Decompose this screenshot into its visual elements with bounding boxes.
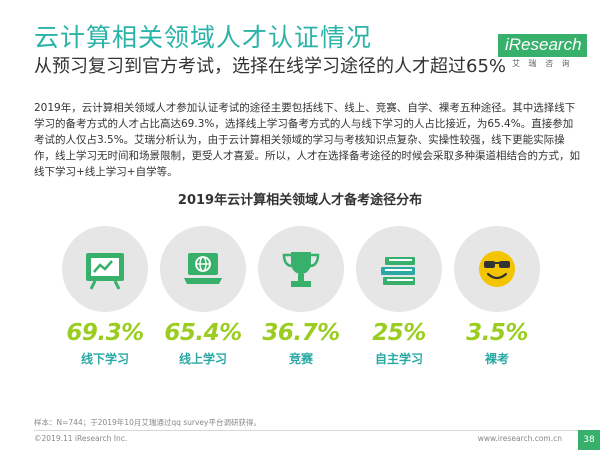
- value-label: 25%: [372, 320, 426, 346]
- page-subtitle: 从预习复习到官方考试，选择在线学习途径的人才超过65%: [34, 56, 507, 77]
- logo-word: Research: [508, 35, 582, 54]
- logo-prefix: i: [505, 35, 509, 54]
- page-title: 云计算相关领域人才认证情况: [34, 23, 373, 52]
- icon-circle: [258, 226, 344, 312]
- value-label: 65.4%: [164, 320, 242, 346]
- iresearch-logo: iResearch 艾 瑞 咨 询: [498, 34, 587, 74]
- smiley-sunglasses-icon: [479, 251, 515, 287]
- website-link[interactable]: www.iresearch.com.cn: [477, 434, 562, 443]
- copyright-text: ©2019.11 iResearch Inc.: [34, 434, 128, 443]
- chart-item-no-prep: 3.5% 裸考: [451, 226, 543, 367]
- chalkboard-icon: [86, 253, 124, 290]
- category-label: 裸考: [484, 352, 509, 366]
- value-label: 36.7%: [262, 320, 340, 346]
- sample-note: 样本：N=744；于2019年10月艾瑞通过qq survey平台调研获得。: [34, 418, 261, 427]
- chart-item-online: 65.4% 线上学习: [157, 226, 249, 367]
- chart-item-offline: 69.3% 线下学习: [59, 226, 151, 367]
- icon-circle: [160, 226, 246, 312]
- laptop-globe-icon: [184, 253, 222, 284]
- book-stack-icon: [381, 257, 415, 285]
- category-label: 自主学习: [374, 352, 423, 366]
- logo-wordmark: iResearch: [498, 34, 587, 57]
- chart-title: 2019年云计算相关领域人才备考途径分布: [177, 193, 423, 208]
- icon-circle: [454, 226, 540, 312]
- value-label: 69.3%: [66, 320, 144, 346]
- trophy-icon: [282, 252, 320, 287]
- icon-circle: [62, 226, 148, 312]
- category-label: 线下学习: [80, 352, 129, 366]
- footer-divider: [34, 430, 580, 431]
- page-number: 38: [578, 430, 600, 450]
- icon-circle: [356, 226, 442, 312]
- chart-item-self-study: 25% 自主学习: [353, 226, 445, 367]
- chart-item-competition: 36.7% 竞赛: [255, 226, 347, 367]
- category-label: 线上学习: [178, 352, 227, 366]
- analysis-paragraph: 2019年，云计算相关领域人才参加认证考试的途径主要包括线下、线上、竞赛、自学、…: [34, 102, 580, 178]
- category-label: 竞赛: [288, 352, 313, 366]
- logo-subtitle: 艾 瑞 咨 询: [512, 59, 573, 68]
- value-label: 3.5%: [466, 320, 528, 346]
